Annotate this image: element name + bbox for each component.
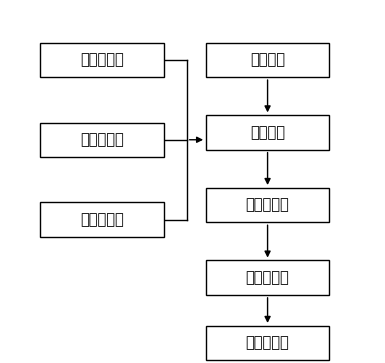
Text: 陀螺仪数据: 陀螺仪数据	[80, 132, 124, 147]
Bar	[206, 261, 329, 295]
Bar	[206, 326, 329, 360]
Text: 加速度数据: 加速度数据	[80, 52, 124, 68]
Text: 数据同步: 数据同步	[250, 125, 285, 140]
Text: 欧拉角输出: 欧拉角输出	[246, 335, 290, 351]
Bar	[40, 42, 164, 77]
Bar	[206, 115, 329, 150]
Text: 欧拉角解算: 欧拉角解算	[246, 197, 290, 213]
Bar	[40, 123, 164, 157]
Text: 卡尔曼滤波: 卡尔曼滤波	[246, 270, 290, 285]
Bar	[206, 42, 329, 77]
Bar	[206, 188, 329, 222]
Text: 数据接收: 数据接收	[250, 52, 285, 68]
Bar	[40, 203, 164, 237]
Text: 旋转编码器: 旋转编码器	[80, 212, 124, 227]
